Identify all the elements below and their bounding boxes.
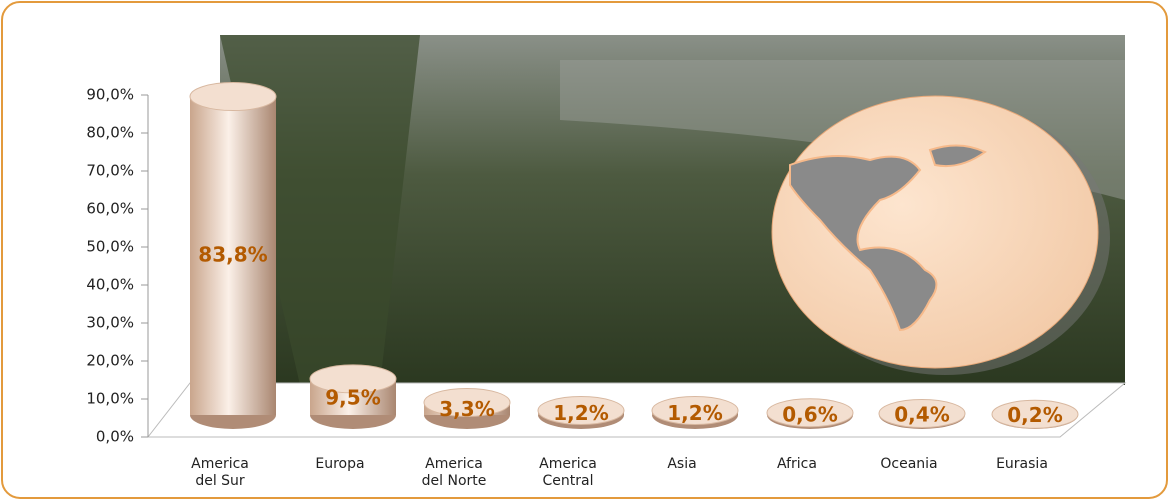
x-tick-label: Eurasia: [983, 456, 1061, 473]
x-tick-label: America Central: [529, 456, 607, 490]
x-tick-label: Africa: [758, 456, 836, 473]
globe: [772, 96, 1098, 368]
floor: [148, 383, 1125, 437]
y-tick-label: 80,0%: [86, 124, 134, 142]
page: 0,0% 10,0% 20,0% 30,0% 40,0% 50,0% 60,0% 70,0% 8…: [0, 0, 1171, 502]
value-label: 1,2%: [667, 401, 722, 425]
cylinder-top: [190, 83, 276, 111]
y-tick-label: 30,0%: [86, 314, 134, 332]
y-tick-label: 90,0%: [86, 86, 134, 104]
y-tick-label: 20,0%: [86, 352, 134, 370]
x-tick-label: America del Norte: [415, 456, 493, 490]
y-tick-label: 60,0%: [86, 200, 134, 218]
chart: 0,0% 10,0% 20,0% 30,0% 40,0% 50,0% 60,0% 70,0% 8…: [0, 0, 1171, 502]
value-label: 0,6%: [782, 402, 837, 426]
value-label: 83,8%: [198, 242, 267, 266]
value-label: 3,3%: [439, 397, 494, 421]
x-tick-label: Oceania: [870, 456, 948, 473]
y-tick-label: 0,0%: [96, 428, 134, 446]
x-tick-label: America del Sur: [181, 456, 259, 490]
x-tick-label: Europa: [301, 456, 379, 473]
value-label: 1,2%: [553, 401, 608, 425]
value-label: 0,2%: [1007, 403, 1062, 427]
value-label: 9,5%: [325, 385, 380, 409]
y-tick-label: 70,0%: [86, 162, 134, 180]
y-tick-label: 10,0%: [86, 390, 134, 408]
value-label: 0,4%: [894, 403, 949, 427]
x-tick-label: Asia: [643, 456, 721, 473]
y-tick-label: 50,0%: [86, 238, 134, 256]
y-tick-label: 40,0%: [86, 276, 134, 294]
